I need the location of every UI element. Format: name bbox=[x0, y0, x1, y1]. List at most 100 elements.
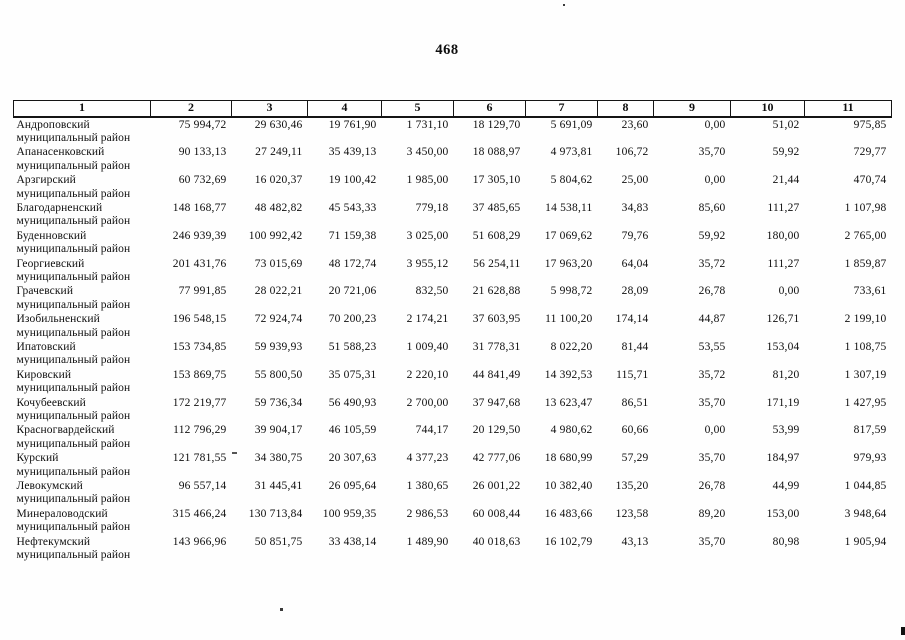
value-cell: 80,98 bbox=[772, 535, 800, 548]
value-cell: 35,70 bbox=[698, 452, 726, 465]
value-cell: 64,04 bbox=[621, 257, 649, 270]
value-cell: 172 219,77 bbox=[172, 396, 227, 409]
scan-speck bbox=[901, 627, 905, 635]
value-cell: 56 490,93 bbox=[328, 396, 377, 409]
value-cell: 90 133,13 bbox=[178, 146, 227, 159]
district-name-cell: Буденновский муниципальный район bbox=[16, 229, 131, 256]
value-cell: 21 628,88 bbox=[472, 285, 521, 298]
table-row: Минераловодский муниципальный район 315 46… bbox=[14, 507, 892, 535]
district-name-cell: Курский муниципальный район bbox=[16, 452, 131, 478]
value-cell: 10 382,40 bbox=[544, 480, 593, 493]
table-row: Георгиевский муниципальный район 201 431,7… bbox=[14, 257, 892, 285]
table-row: Изобильненский муниципальный район 196 548… bbox=[14, 312, 892, 340]
district-name-cell: Грачевский муниципальный район bbox=[16, 285, 131, 311]
column-header-3: 3 bbox=[231, 100, 308, 118]
value-cell: 470,74 bbox=[853, 174, 887, 187]
value-cell: 16 483,66 bbox=[544, 507, 593, 520]
value-cell: 5 804,62 bbox=[550, 174, 593, 187]
district-name-cell: Ипатовский муниципальный район bbox=[16, 341, 131, 367]
value-cell: 817,59 bbox=[853, 424, 887, 437]
value-cell: 0,00 bbox=[704, 174, 726, 187]
scan-speck bbox=[563, 4, 565, 6]
value-cell: 34 380,75 bbox=[254, 452, 303, 465]
value-cell: 42 777,06 bbox=[472, 452, 521, 465]
value-cell: 56 254,11 bbox=[473, 257, 521, 270]
value-cell: 60,66 bbox=[621, 424, 649, 437]
value-cell: 37 485,65 bbox=[472, 201, 521, 214]
value-cell: 37 603,95 bbox=[472, 313, 521, 326]
value-cell: 1 044,85 bbox=[844, 480, 887, 493]
district-name-cell: Кировский муниципальный район bbox=[16, 368, 131, 395]
value-cell: 81,20 bbox=[772, 368, 800, 381]
value-cell: 148 168,77 bbox=[172, 201, 227, 214]
value-cell: 135,20 bbox=[615, 480, 649, 493]
district-name-cell: Андроповский муниципальный район bbox=[16, 118, 131, 144]
value-cell: 171,19 bbox=[766, 396, 800, 409]
value-cell: 44 841,49 bbox=[472, 368, 521, 381]
value-cell: 111,27 bbox=[767, 257, 800, 270]
table-row: Нефтекумский муниципальный район 143 966,9… bbox=[14, 535, 892, 563]
value-cell: 315 466,24 bbox=[172, 507, 227, 520]
value-cell: 112 796,29 bbox=[173, 424, 227, 437]
value-cell: 1 009,40 bbox=[406, 341, 449, 353]
value-cell: 26,78 bbox=[698, 285, 726, 298]
district-name-cell: Красногвардейский муниципальный район bbox=[16, 424, 131, 450]
value-cell: 85,60 bbox=[698, 201, 726, 214]
value-cell: 0,00 bbox=[704, 118, 726, 131]
value-cell: 21,44 bbox=[772, 174, 800, 187]
value-cell: 31 778,31 bbox=[472, 341, 521, 353]
column-header-11: 11 bbox=[804, 100, 892, 118]
value-cell: 48 172,74 bbox=[328, 257, 377, 270]
district-name-cell: Георгиевский муниципальный район bbox=[16, 257, 131, 283]
table-body: Андроповский муниципальный район 75 994,72… bbox=[14, 117, 892, 563]
value-cell: 19 100,42 bbox=[328, 174, 377, 187]
table-header-row: 1 2 3 4 5 6 7 8 9 10 11 bbox=[13, 100, 892, 118]
value-cell: 4 377,23 bbox=[406, 452, 449, 465]
value-cell: 3 948,64 bbox=[844, 507, 887, 520]
value-cell: 153 869,75 bbox=[172, 368, 227, 381]
value-cell: 20 129,50 bbox=[472, 424, 521, 437]
district-name-cell: Изобильненский муниципальный район bbox=[16, 313, 131, 339]
value-cell: 26,78 bbox=[698, 480, 726, 493]
value-cell: 2 765,00 bbox=[844, 229, 887, 242]
column-header-2: 2 bbox=[150, 100, 232, 118]
value-cell: 0,00 bbox=[778, 285, 800, 298]
value-cell: 1 427,95 bbox=[844, 396, 887, 409]
value-cell: 17 305,10 bbox=[472, 174, 521, 187]
value-cell: 59,92 bbox=[772, 146, 800, 159]
value-cell: 2 199,10 bbox=[844, 313, 887, 326]
table-row: Апанасенковский муниципальный район 90 133… bbox=[14, 145, 892, 173]
value-cell: 44,99 bbox=[772, 480, 800, 493]
value-cell: 35,70 bbox=[698, 146, 726, 159]
table-row: Арзгирский муниципальный район 60 732,69 16… bbox=[14, 173, 892, 201]
value-cell: 1 859,87 bbox=[844, 257, 887, 270]
district-name-cell: Левокумский муниципальный район bbox=[16, 480, 131, 506]
value-cell: 5 998,72 bbox=[550, 285, 593, 298]
scan-speck bbox=[280, 608, 283, 611]
value-cell: 1 985,00 bbox=[406, 174, 449, 187]
value-cell: 975,85 bbox=[853, 118, 887, 131]
value-cell: 25,00 bbox=[621, 174, 649, 187]
value-cell: 246 939,39 bbox=[172, 229, 227, 242]
table-row: Грачевский муниципальный район 77 991,85 28… bbox=[14, 284, 892, 312]
value-cell: 59,92 bbox=[698, 229, 726, 242]
value-cell: 45 543,33 bbox=[328, 201, 377, 214]
value-cell: 3 450,00 bbox=[406, 146, 449, 159]
value-cell: 201 431,76 bbox=[172, 257, 227, 270]
value-cell: 143 966,96 bbox=[172, 535, 227, 548]
value-cell: 51 608,29 bbox=[472, 229, 521, 242]
value-cell: 18 088,97 bbox=[472, 146, 521, 159]
value-cell: 13 623,47 bbox=[544, 396, 593, 409]
value-cell: 1 107,98 bbox=[844, 201, 887, 214]
district-name-cell: Апанасенковский муниципальный район bbox=[16, 146, 131, 172]
value-cell: 35 075,31 bbox=[328, 368, 377, 381]
value-cell: 832,50 bbox=[415, 285, 449, 298]
value-cell: 979,93 bbox=[853, 452, 887, 465]
value-cell: 1 380,65 bbox=[406, 480, 449, 493]
value-cell: 37 947,68 bbox=[472, 396, 521, 409]
value-cell: 4 980,62 bbox=[550, 424, 593, 437]
value-cell: 35,72 bbox=[698, 257, 726, 270]
value-cell: 51 588,23 bbox=[328, 341, 377, 353]
value-cell: 28,09 bbox=[621, 285, 649, 298]
value-cell: 79,76 bbox=[621, 229, 649, 242]
